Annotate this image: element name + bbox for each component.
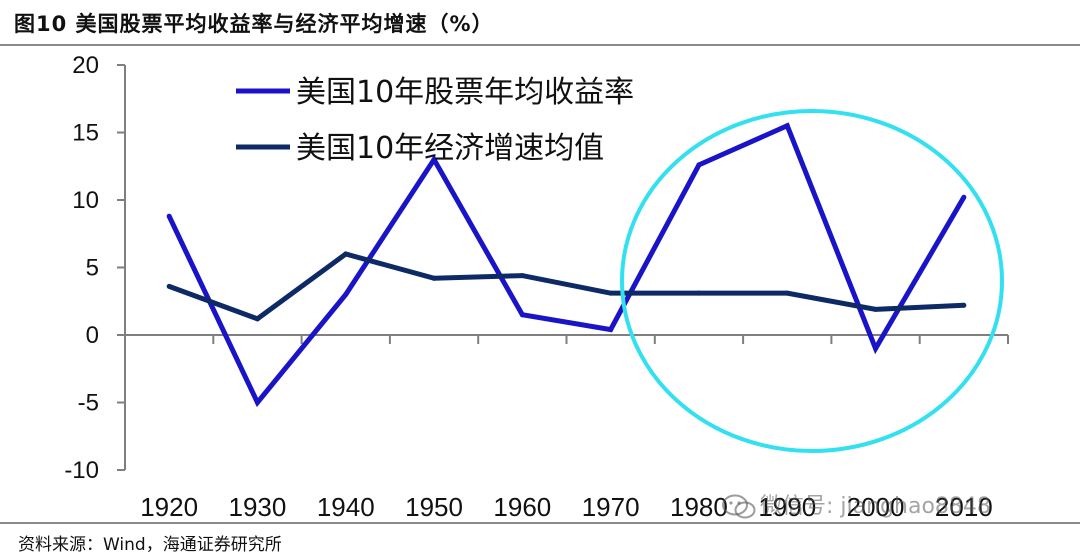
x-tick-label: 1930 [229,492,287,522]
x-tick-label: 2000 [847,492,905,522]
y-tick-label: 15 [72,120,99,147]
gdp-growth-series-point [519,273,525,279]
series-lines [166,122,967,408]
stock-return-series-point [343,292,349,297]
gdp-growth-series-point [696,290,702,296]
x-tick-label: 1960 [493,492,551,522]
x-tick-label: 1920 [140,492,198,522]
stock-return-series-point [608,327,614,333]
watermark: 微信号: jianghao8848 [722,488,991,520]
x-tick-label: 1940 [317,492,375,522]
x-tick-label: 2010 [935,492,993,522]
y-axis: -10 -5 0 5 10 15 20 [64,52,126,484]
stock-return-series-point [431,157,437,162]
stock-return-series-point [166,213,172,219]
gdp-growth-series-point [254,316,260,322]
watermark-text: 微信号: jianghao8848 [760,494,991,519]
x-tick-label: 1990 [758,492,816,522]
gdp-growth-series-point [431,275,437,281]
figure-title: 图10 美国股票平均收益率与经济平均增速（%） [14,12,494,36]
stock-return-series-line [166,122,967,408]
gdp-growth-series-point [608,290,614,296]
x-axis: 1920 1930 1940 1950 1960 1970 1980 1990 2000 2010 [124,334,1009,522]
x-tick-label: 1970 [582,492,640,522]
source-note: 资料来源：Wind，海通证券研究所 [18,535,282,555]
stock-return-series-point [254,400,260,405]
x-tick-label: 1980 [670,492,728,522]
gdp-growth-series-point [343,251,349,257]
bottom-rule [0,522,1080,524]
y-tick-label: 20 [72,52,99,79]
gdp-growth-series-point [166,283,172,289]
highlight-ellipse [620,109,1004,453]
y-tick-label: 10 [72,187,99,214]
y-tick-label: -10 [64,457,99,484]
stock-return-series-point [784,123,790,129]
gdp-growth-series-point [961,302,967,308]
stock-return-series-point [519,312,525,318]
stock-return-series-point [696,162,702,168]
stock-return-series-point [961,194,967,200]
gdp-growth-series-point [784,290,790,296]
y-tick-label: 5 [86,255,99,282]
y-tick-label: -5 [78,390,99,417]
gdp-growth-series-line [168,251,964,322]
y-tick-label: 0 [86,322,99,349]
gdp-growth-series-point [873,306,879,312]
stock-return-series-point [873,346,879,351]
legend-label: 美国10年经济增速均值 [296,131,604,166]
wechat-icon [722,494,756,519]
legend-label: 美国10年股票年均收益率 [296,75,634,110]
x-tick-label: 1950 [405,492,463,522]
top-rule [0,44,1080,46]
